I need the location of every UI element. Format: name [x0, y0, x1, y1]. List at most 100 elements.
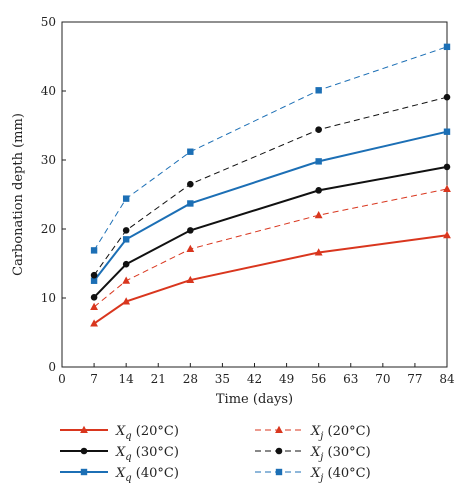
- x-tick-label: 7: [90, 372, 98, 386]
- legend-subscript: q: [125, 431, 131, 442]
- legend-item: Xj (40°C): [255, 466, 371, 484]
- x-tick-label: 84: [439, 372, 455, 386]
- y-tick-label: 20: [41, 222, 56, 236]
- data-point: [122, 276, 131, 284]
- legend-subscript: j: [318, 473, 323, 484]
- legend-label: Xq (30°C): [115, 445, 179, 463]
- legend-subscript: j: [318, 452, 323, 463]
- legend-marker: [80, 425, 88, 433]
- legend-marker: [80, 468, 88, 476]
- legend-item: Xq (40°C): [60, 466, 179, 484]
- y-tick-label: 40: [41, 84, 56, 98]
- x-axis-label: Time (days): [216, 392, 293, 407]
- data-point: [90, 319, 98, 327]
- y-tick-label: 0: [48, 360, 56, 374]
- legend-condition: (40°C): [132, 466, 179, 481]
- data-point: [90, 294, 98, 301]
- x-tick-label: 63: [343, 372, 358, 386]
- legend-var: X: [310, 424, 321, 439]
- data-point: [443, 93, 451, 101]
- data-point: [90, 247, 98, 254]
- legend-subscript: j: [318, 431, 323, 442]
- data-point: [187, 227, 194, 234]
- x-tick-label: 28: [183, 372, 198, 386]
- legend-label: Xq (40°C): [115, 466, 179, 484]
- data-point: [443, 43, 451, 51]
- legend-item: Xq (20°C): [60, 424, 179, 442]
- legend-label: Xq (20°C): [115, 424, 179, 442]
- legend-label: Xj (30°C): [310, 445, 371, 463]
- data-point: [315, 187, 322, 194]
- series-3: [90, 128, 451, 284]
- legend-label: Xj (40°C): [310, 466, 371, 484]
- series-1: [90, 231, 451, 327]
- legend-subscript: q: [125, 452, 131, 463]
- x-tick-label: 56: [311, 372, 326, 386]
- y-tick-label: 10: [41, 291, 56, 305]
- data-point: [122, 260, 130, 268]
- y-tick-label: 50: [41, 15, 56, 29]
- legend-item: Xq (30°C): [60, 445, 179, 463]
- data-point: [443, 163, 451, 171]
- data-point: [186, 275, 195, 284]
- legend-condition: (30°C): [323, 445, 370, 460]
- x-tick-label: 35: [215, 372, 230, 386]
- axes: 0 7 14 21 28 35 42 49 56 63 70 77 84 0 10 20 30 40 50: [41, 15, 455, 386]
- y-axis-label: Carbonation depth (mm): [11, 113, 26, 276]
- series-line: [93, 46, 448, 251]
- legend-condition: (30°C): [132, 445, 179, 460]
- data-point: [443, 184, 451, 192]
- x-tick-label: 21: [151, 372, 166, 386]
- series-line: [93, 165, 448, 299]
- legend-var: X: [310, 445, 321, 460]
- series-4: [90, 184, 451, 310]
- x-tick-label: 14: [119, 372, 135, 386]
- data-point: [315, 158, 322, 165]
- legend-marker: [80, 447, 88, 455]
- data-point: [122, 236, 130, 243]
- x-tick-label: 0: [58, 372, 66, 386]
- plot-frame: [61, 21, 448, 368]
- series-line: [93, 234, 448, 325]
- legend-var: X: [115, 445, 126, 460]
- data-point: [90, 302, 98, 310]
- legend-condition: (20°C): [132, 424, 179, 439]
- data-point: [90, 271, 98, 279]
- x-tick-label: 70: [375, 372, 390, 386]
- series-2: [90, 163, 451, 301]
- legend-marker: [275, 425, 283, 433]
- data-point: [314, 211, 323, 219]
- data-point: [122, 195, 130, 202]
- legend-var: X: [115, 466, 126, 481]
- data-point: [443, 128, 451, 135]
- legend: Xq (20°C)Xq (30°C)Xq (40°C)Xj (20°C)Xj (…: [60, 424, 371, 484]
- data-point: [443, 231, 451, 239]
- y-tick-label: 30: [41, 153, 56, 167]
- x-tick-label: 77: [407, 372, 422, 386]
- legend-subscript: q: [125, 473, 131, 484]
- series-5: [90, 93, 451, 279]
- data-point: [315, 87, 322, 94]
- data-point: [186, 244, 195, 253]
- data-point: [187, 200, 194, 207]
- series-line: [93, 96, 448, 276]
- series-layer: [90, 43, 451, 327]
- data-point: [187, 180, 194, 188]
- legend-label: Xj (20°C): [310, 424, 371, 442]
- data-point: [122, 297, 131, 305]
- legend-marker: [275, 468, 283, 476]
- data-point: [122, 227, 130, 234]
- x-tick-label: 49: [279, 372, 294, 386]
- data-point: [187, 148, 194, 155]
- legend-condition: (20°C): [323, 424, 370, 439]
- legend-marker: [275, 447, 283, 455]
- data-point: [90, 277, 98, 284]
- legend-condition: (40°C): [323, 466, 370, 481]
- series-line: [93, 188, 448, 308]
- x-tick-label: 42: [247, 372, 262, 386]
- series-6: [90, 43, 451, 254]
- legend-var: X: [115, 424, 126, 439]
- legend-var: X: [310, 466, 321, 481]
- legend-item: Xj (30°C): [255, 445, 371, 463]
